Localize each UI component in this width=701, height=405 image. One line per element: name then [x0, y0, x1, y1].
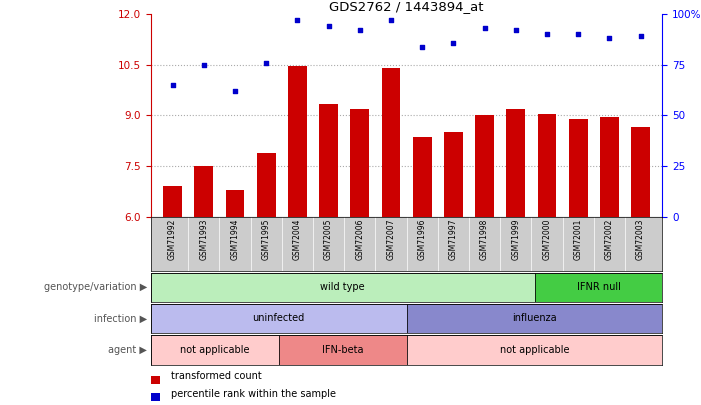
Bar: [151, 273, 534, 302]
Text: agent ▶: agent ▶: [109, 345, 147, 355]
Bar: [194, 166, 213, 217]
Point: [386, 17, 397, 23]
Text: GSM71994: GSM71994: [231, 218, 240, 260]
Bar: [381, 68, 400, 217]
Point: [541, 31, 552, 38]
Bar: [600, 117, 619, 217]
Point: [604, 35, 615, 42]
Point: [323, 23, 334, 30]
Text: GSM72000: GSM72000: [543, 218, 552, 260]
Text: genotype/variation ▶: genotype/variation ▶: [44, 282, 147, 292]
Bar: [319, 104, 338, 217]
Text: GSM71993: GSM71993: [199, 218, 208, 260]
Text: infection ▶: infection ▶: [94, 313, 147, 323]
Text: not applicable: not applicable: [180, 345, 250, 355]
Bar: [569, 119, 587, 217]
Title: GDS2762 / 1443894_at: GDS2762 / 1443894_at: [329, 0, 484, 13]
Point: [573, 31, 584, 38]
Point: [167, 82, 178, 88]
Text: influenza: influenza: [512, 313, 557, 323]
Text: GSM72002: GSM72002: [605, 218, 614, 260]
Point: [292, 17, 303, 23]
Text: GSM72007: GSM72007: [386, 218, 395, 260]
Text: GSM72005: GSM72005: [324, 218, 333, 260]
Bar: [226, 190, 245, 217]
Text: GSM72001: GSM72001: [573, 218, 583, 260]
Point: [635, 33, 646, 40]
Text: GSM71998: GSM71998: [480, 218, 489, 260]
Bar: [151, 394, 160, 401]
Bar: [151, 304, 407, 333]
Bar: [444, 132, 463, 217]
Bar: [413, 137, 432, 217]
Bar: [407, 304, 662, 333]
Bar: [506, 109, 525, 217]
Bar: [407, 335, 662, 364]
Bar: [151, 335, 278, 364]
Bar: [534, 273, 662, 302]
Bar: [631, 127, 650, 217]
Point: [229, 88, 240, 94]
Bar: [163, 186, 182, 217]
Text: GSM71995: GSM71995: [261, 218, 271, 260]
Text: wild type: wild type: [320, 282, 365, 292]
Text: GSM71997: GSM71997: [449, 218, 458, 260]
Point: [510, 27, 522, 34]
Text: GSM72006: GSM72006: [355, 218, 365, 260]
Text: GSM72004: GSM72004: [293, 218, 302, 260]
Text: GSM72003: GSM72003: [636, 218, 645, 260]
Bar: [350, 109, 369, 217]
Bar: [257, 153, 275, 217]
Point: [479, 25, 490, 32]
Point: [354, 27, 365, 34]
Point: [261, 60, 272, 66]
Text: GSM71999: GSM71999: [511, 218, 520, 260]
Bar: [538, 114, 557, 217]
Bar: [151, 376, 160, 384]
Point: [198, 62, 210, 68]
Point: [416, 43, 428, 50]
Text: IFN-beta: IFN-beta: [322, 345, 363, 355]
Text: IFNR null: IFNR null: [576, 282, 620, 292]
Bar: [278, 335, 407, 364]
Bar: [475, 115, 494, 217]
Text: transformed count: transformed count: [171, 371, 262, 381]
Text: GSM71992: GSM71992: [168, 218, 177, 260]
Text: GSM71996: GSM71996: [418, 218, 427, 260]
Bar: [288, 66, 307, 217]
Point: [448, 39, 459, 46]
Text: percentile rank within the sample: percentile rank within the sample: [171, 389, 336, 399]
Text: not applicable: not applicable: [500, 345, 569, 355]
Text: uninfected: uninfected: [252, 313, 305, 323]
